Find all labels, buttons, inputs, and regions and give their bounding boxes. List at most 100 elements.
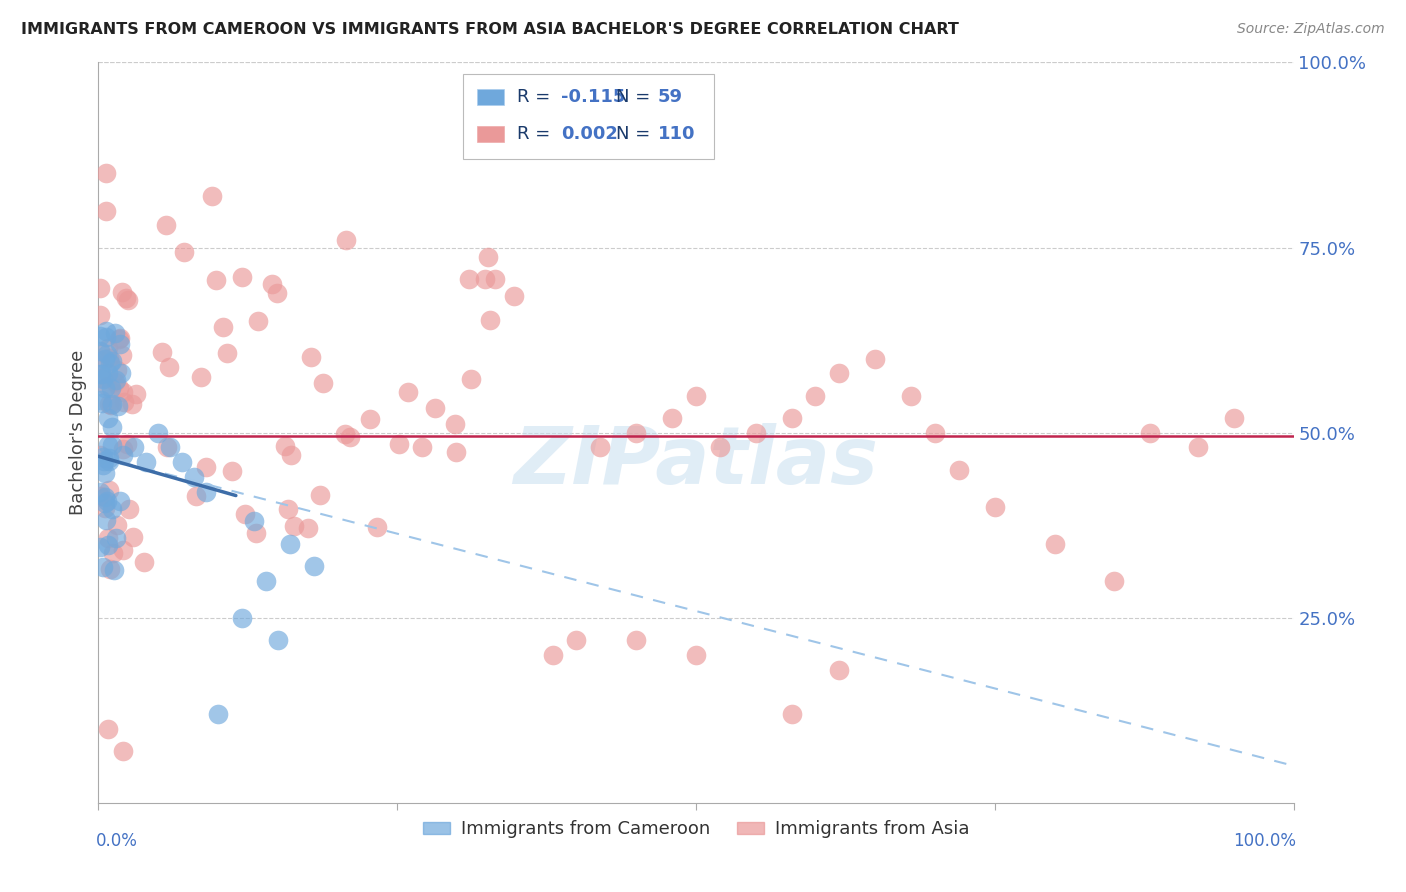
Point <box>96 341 118 355</box>
Point <box>173 244 195 259</box>
Point <box>94 500 117 515</box>
Point <box>183 470 205 484</box>
Point <box>828 663 851 677</box>
Point <box>267 632 290 647</box>
Point <box>101 546 124 560</box>
Text: 0.002: 0.002 <box>561 125 617 144</box>
Point <box>108 332 131 346</box>
Point <box>104 326 127 340</box>
Point <box>780 410 803 425</box>
Point <box>94 513 117 527</box>
Point <box>283 519 305 533</box>
Point <box>108 336 131 351</box>
Text: N =: N = <box>616 88 655 106</box>
Point <box>190 370 212 384</box>
FancyBboxPatch shape <box>463 73 714 159</box>
Point <box>89 489 111 503</box>
Text: 59: 59 <box>658 88 683 106</box>
Point <box>217 346 239 360</box>
Point <box>98 453 121 467</box>
Point <box>98 351 121 365</box>
Point <box>89 484 111 499</box>
Point <box>335 233 357 247</box>
Point <box>96 347 118 361</box>
Text: ZIPatlas: ZIPatlas <box>513 423 879 501</box>
Point <box>503 289 526 303</box>
Point <box>207 706 229 721</box>
Point <box>98 562 121 576</box>
Point <box>260 277 283 291</box>
Text: R =: R = <box>517 125 555 144</box>
Point <box>100 398 122 412</box>
Point <box>359 412 381 426</box>
Text: IMMIGRANTS FROM CAMEROON VS IMMIGRANTS FROM ASIA BACHELOR'S DEGREE CORRELATION C: IMMIGRANTS FROM CAMEROON VS IMMIGRANTS F… <box>21 22 959 37</box>
Point <box>104 375 127 389</box>
Point <box>266 285 288 300</box>
Point <box>339 429 361 443</box>
Point <box>479 313 502 327</box>
Point <box>411 440 433 454</box>
Point <box>444 417 467 431</box>
Point <box>97 538 120 552</box>
Point <box>780 706 803 721</box>
Point <box>89 343 111 358</box>
Point <box>1043 536 1066 550</box>
Point <box>89 448 111 462</box>
Point <box>108 493 131 508</box>
Point <box>366 519 388 533</box>
Point <box>243 515 266 529</box>
Y-axis label: Bachelor's Degree: Bachelor's Degree <box>69 350 87 516</box>
Point <box>111 348 134 362</box>
Point <box>1187 441 1209 455</box>
Point <box>94 466 117 480</box>
Point <box>460 371 482 385</box>
Point <box>96 166 118 180</box>
Point <box>96 493 118 508</box>
Text: -0.115: -0.115 <box>561 88 626 106</box>
Point <box>541 648 564 662</box>
Point <box>89 353 111 368</box>
Point <box>97 483 120 497</box>
Point <box>156 440 179 454</box>
Point <box>97 367 120 381</box>
Bar <box>477 89 503 105</box>
Point <box>589 441 612 455</box>
Point <box>254 574 277 588</box>
Point <box>103 563 125 577</box>
Text: 0.0%: 0.0% <box>96 832 138 850</box>
Point <box>105 363 128 377</box>
Point <box>804 388 827 402</box>
Point <box>101 502 124 516</box>
Point <box>100 381 122 395</box>
Point <box>97 531 120 545</box>
Point <box>117 293 139 308</box>
Point <box>105 518 128 533</box>
Point <box>828 367 851 381</box>
Point <box>90 393 112 408</box>
Point <box>186 489 208 503</box>
Point <box>97 438 120 452</box>
Point <box>984 500 1007 514</box>
Point <box>96 379 118 393</box>
Point <box>93 351 115 366</box>
Point <box>135 455 157 469</box>
Point <box>309 488 332 502</box>
Point <box>91 372 114 386</box>
Point <box>745 425 768 440</box>
Point <box>97 722 120 736</box>
Text: R =: R = <box>517 88 555 106</box>
Point <box>204 273 226 287</box>
Point <box>299 351 322 365</box>
Point <box>111 744 134 758</box>
Point <box>246 313 269 327</box>
Point <box>89 281 111 295</box>
Point <box>1223 410 1246 425</box>
Text: N =: N = <box>616 125 655 144</box>
Point <box>1104 574 1126 588</box>
Point <box>311 376 333 390</box>
Point <box>97 397 120 411</box>
Point <box>132 556 155 570</box>
Point <box>112 542 135 557</box>
Point <box>101 438 124 452</box>
Point <box>195 484 218 499</box>
